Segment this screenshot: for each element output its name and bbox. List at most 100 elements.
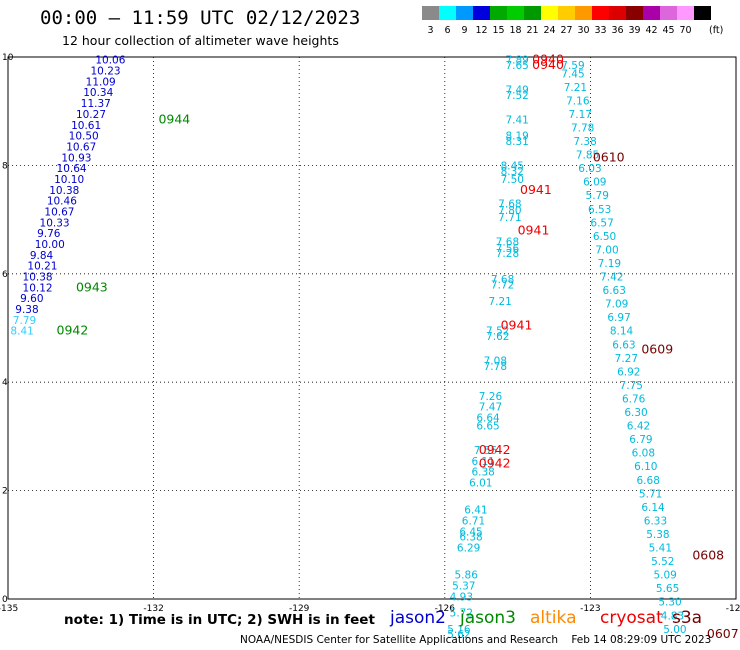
color-scale-label: 45 — [662, 25, 675, 36]
color-scale-label: 36 — [611, 25, 624, 36]
color-scale-swatch — [456, 6, 473, 20]
plot-frame — [7, 56, 737, 600]
wave-height-label: 7.55 — [474, 445, 497, 457]
wave-height-label: 6.50 — [593, 231, 616, 243]
page-subtitle: 12 hour collection of altimeter wave hei… — [62, 33, 339, 48]
wave-height-label: 7.47 — [479, 402, 502, 414]
wave-height-label: 7.21 — [564, 82, 587, 94]
wave-height-label: 8.41 — [10, 326, 33, 338]
color-scale-swatch — [507, 6, 524, 20]
wave-height-label: 7.65 — [505, 60, 528, 72]
wave-height-label: 6.14 — [641, 502, 665, 514]
wave-height-label: 4.93 — [450, 591, 473, 603]
wave-height-label: 6.63 — [603, 285, 626, 297]
wave-height-label: 7.27 — [615, 353, 638, 365]
wave-height-label: 7.45 — [561, 68, 584, 80]
lat-tick-label: 8 — [2, 161, 8, 171]
wave-height-label: 6.38 — [471, 467, 494, 479]
wave-height-label: 5.79 — [586, 190, 609, 202]
color-scale-swatch — [643, 6, 660, 20]
wave-height-label: 7.08 — [484, 356, 507, 368]
lat-tick-label: 2 — [2, 487, 8, 497]
wave-height-label: 6.11 — [471, 456, 494, 468]
wave-height-label: 8.32 — [501, 166, 524, 178]
wave-height-label: 6.03 — [578, 163, 601, 175]
wave-height-label: 10.33 — [40, 217, 70, 229]
color-scale-label: 18 — [509, 25, 522, 36]
wave-height-label: 5.52 — [651, 556, 674, 568]
color-scale-unit: (ft) — [709, 25, 724, 36]
pass-time-label: 0941 — [518, 222, 550, 237]
wave-height-label: 7.52 — [486, 326, 509, 338]
wave-height-label: 7.59 — [561, 60, 584, 72]
wave-height-label: 7.00 — [595, 244, 618, 256]
wave-height-label: 8.45 — [501, 160, 524, 172]
wave-height-label: 6.33 — [644, 515, 667, 527]
pass-time-label: 0610 — [593, 149, 625, 164]
color-scale-swatch — [575, 6, 592, 20]
pass-time-label: 0944 — [158, 111, 190, 126]
wave-height-label: 6.01 — [469, 477, 492, 489]
pass-time-label: 0942 — [57, 323, 89, 338]
color-scale-label: 3 — [427, 25, 434, 36]
wave-height-label: 9.84 — [30, 250, 54, 262]
pass-time-label: 0608 — [692, 548, 724, 563]
wave-height-label: 5.30 — [658, 597, 681, 609]
color-scale-swatch — [490, 6, 507, 20]
wave-height-label: 6.71 — [462, 515, 485, 527]
wave-height-label: 7.78 — [484, 361, 507, 373]
color-scale-swatch — [677, 6, 694, 20]
wave-height-label: 7.68 — [491, 274, 514, 286]
wave-height-label: 5.38 — [646, 529, 669, 541]
pass-time-label: 0940 — [532, 52, 564, 67]
wave-height-label: 6.30 — [624, 407, 647, 419]
lat-tick-label: 10 — [2, 53, 14, 63]
wave-height-label: 4.83 — [661, 610, 684, 622]
color-scale-swatch — [592, 6, 609, 20]
wave-height-label: 7.09 — [605, 299, 628, 311]
wave-height-label: 10.12 — [23, 282, 53, 294]
wave-height-label: 6.92 — [617, 366, 640, 378]
wave-height-label: 6.97 — [607, 312, 630, 324]
wave-height-label: 6.57 — [590, 217, 613, 229]
wave-height-label: 5.72 — [450, 608, 473, 620]
wave-height-label: 10.38 — [23, 272, 53, 284]
color-scale-swatch — [626, 6, 643, 20]
wave-height-label: 8.19 — [505, 131, 528, 143]
wave-height-label: 7.68 — [498, 198, 521, 210]
wave-height-label: 10.50 — [69, 131, 99, 143]
wave-height-label: 7.72 — [491, 280, 514, 292]
wave-height-label: 6.09 — [583, 177, 606, 189]
color-scale-swatch — [558, 6, 575, 20]
lon-tick-label: -135 — [0, 604, 18, 614]
wave-height-label: 10.06 — [95, 55, 125, 67]
wave-height-label: 7.42 — [600, 272, 623, 284]
wave-height-label: 7.56 — [496, 243, 520, 255]
wave-height-label: 6.64 — [476, 412, 500, 424]
wave-height-label: 5.65 — [656, 583, 679, 595]
wave-height-label: 7.68 — [496, 236, 519, 248]
color-scale-swatch — [541, 6, 558, 20]
wave-height-label: 6.41 — [464, 505, 487, 517]
color-scale-label: 33 — [594, 25, 607, 36]
wave-height-label: 10.34 — [83, 87, 113, 99]
color-scale-label: 21 — [526, 25, 539, 36]
lat-tick-label: 4 — [2, 378, 8, 388]
wave-height-label: 9.60 — [20, 293, 43, 305]
wave-height-label: 8.31 — [505, 136, 528, 148]
wave-height-label: 6.76 — [622, 393, 646, 405]
color-scale-swatch — [694, 6, 711, 20]
wave-height-label: 10.93 — [61, 152, 91, 164]
wave-height-label: 7.79 — [13, 315, 36, 327]
wave-height-label: 7.85 — [576, 150, 599, 162]
wave-height-label: 10.38 — [49, 185, 79, 197]
wave-height-label: 7.19 — [598, 258, 621, 270]
lat-tick-label: 0 — [2, 595, 8, 605]
wave-height-label: 10.67 — [66, 141, 96, 153]
wave-height-label: 7.41 — [505, 114, 528, 126]
wave-height-label: 7.28 — [496, 248, 519, 260]
wave-height-label: 10.61 — [71, 120, 101, 132]
wave-height-label: 6.68 — [637, 475, 660, 487]
wave-height-label: 10.23 — [91, 66, 121, 78]
wave-height-label: 7.62 — [486, 331, 509, 343]
